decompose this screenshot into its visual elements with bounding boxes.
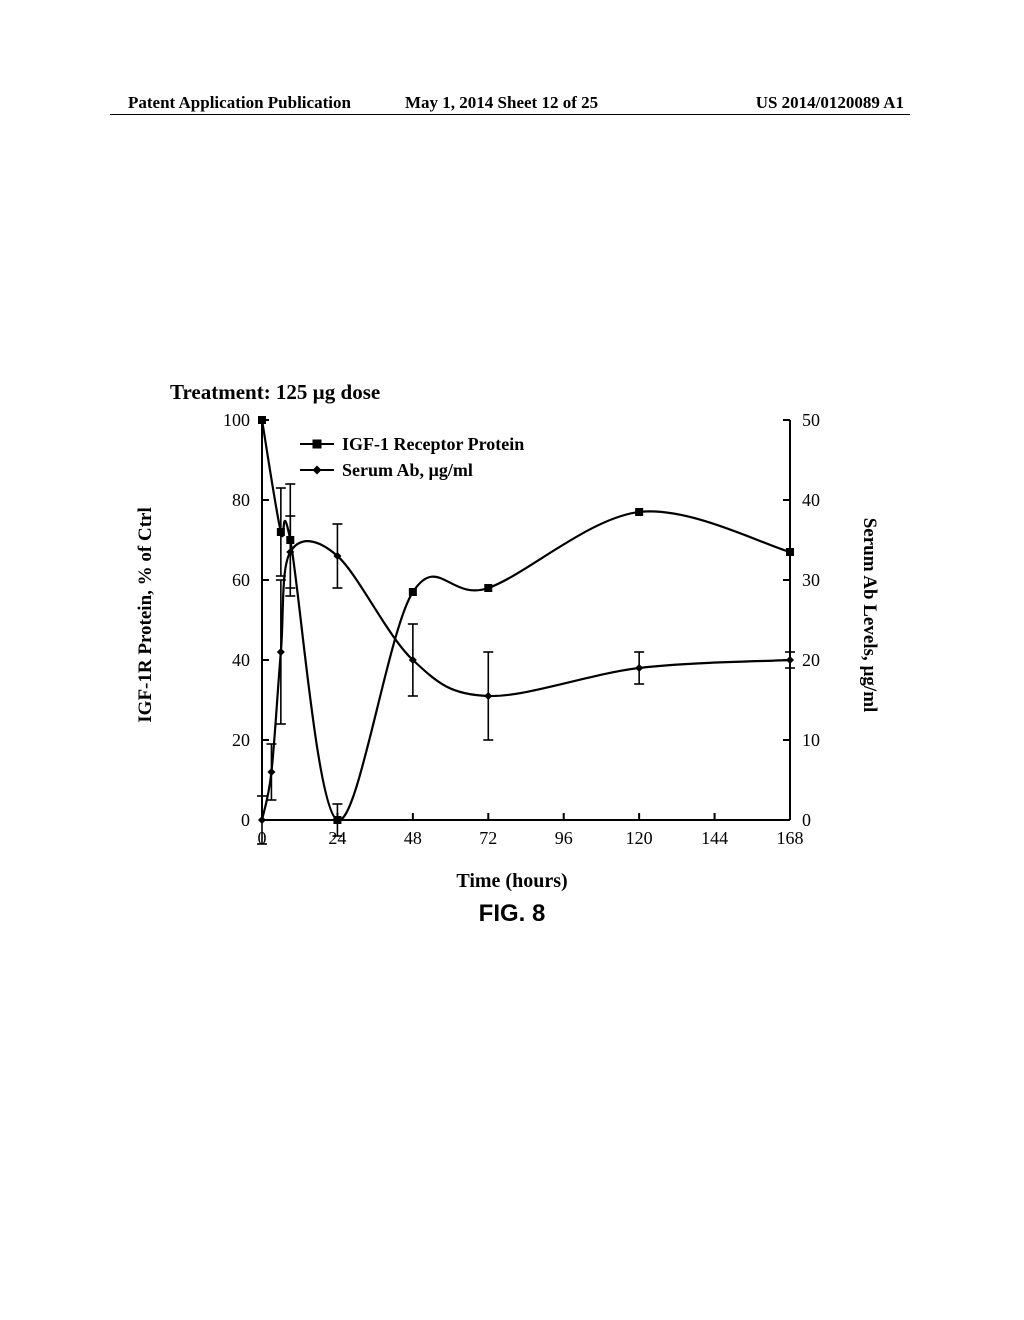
- chart-svg: 0204060801000102030405002448729612014416…: [172, 410, 852, 870]
- svg-text:144: 144: [701, 828, 728, 848]
- svg-text:60: 60: [232, 570, 250, 590]
- svg-text:48: 48: [404, 828, 422, 848]
- chart: 0204060801000102030405002448729612014416…: [172, 410, 852, 870]
- svg-text:30: 30: [802, 570, 820, 590]
- svg-text:96: 96: [555, 828, 573, 848]
- svg-text:10: 10: [802, 730, 820, 750]
- svg-text:168: 168: [777, 828, 804, 848]
- treatment-title: Treatment: 125 µg dose: [170, 380, 380, 405]
- header-rule: [110, 114, 910, 115]
- svg-text:20: 20: [232, 730, 250, 750]
- svg-text:40: 40: [232, 650, 250, 670]
- svg-text:IGF-1 Receptor Protein: IGF-1 Receptor Protein: [342, 434, 524, 454]
- svg-text:80: 80: [232, 490, 250, 510]
- svg-text:100: 100: [223, 410, 250, 430]
- y-axis-right-label: Serum Ab Levels, µg/ml: [856, 415, 880, 815]
- svg-text:0: 0: [241, 810, 250, 830]
- svg-text:0: 0: [802, 810, 811, 830]
- x-axis-label: Time (hours): [172, 870, 852, 893]
- svg-text:Serum Ab, µg/ml: Serum Ab, µg/ml: [342, 460, 473, 480]
- page: Patent Application Publication May 1, 20…: [0, 0, 1024, 1320]
- header-right-text: US 2014/0120089 A1: [756, 93, 904, 113]
- header-left-text: Patent Application Publication: [128, 93, 351, 113]
- svg-text:50: 50: [802, 410, 820, 430]
- svg-text:120: 120: [626, 828, 653, 848]
- svg-text:40: 40: [802, 490, 820, 510]
- svg-text:20: 20: [802, 650, 820, 670]
- y-axis-left-label: IGF-1R Protein, % of Ctrl: [135, 415, 159, 815]
- header-center-text: May 1, 2014 Sheet 12 of 25: [405, 93, 598, 113]
- figure-caption: FIG. 8: [172, 900, 852, 928]
- svg-text:72: 72: [479, 828, 497, 848]
